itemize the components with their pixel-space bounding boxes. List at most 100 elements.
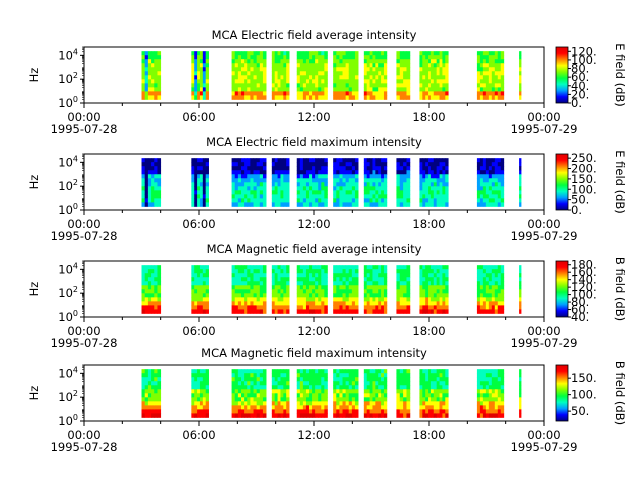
spectrogram-cell <box>369 309 373 314</box>
spectrogram-cell <box>494 91 499 96</box>
spectrogram-cell <box>277 198 281 203</box>
spectrogram-cell <box>433 389 438 394</box>
spectrogram-cell <box>315 190 319 195</box>
spectrogram-cell <box>302 166 307 171</box>
spectrogram-cell <box>419 174 423 179</box>
spectrogram-cell <box>430 166 435 171</box>
spectrogram-cell <box>363 182 368 187</box>
spectrogram-cell <box>318 95 322 100</box>
spectrogram-cell <box>345 67 350 72</box>
spectrogram-cell <box>262 393 267 398</box>
spectrogram-cell <box>274 369 278 374</box>
spectrogram-cell <box>351 281 356 286</box>
spectrogram-cell <box>277 401 281 406</box>
spectrogram-cell <box>433 190 438 195</box>
spectrogram-cell <box>244 369 248 374</box>
spectrogram-cell <box>318 301 322 306</box>
spectrogram-cell <box>354 289 359 294</box>
spectrogram-cell <box>259 158 264 163</box>
spectrogram-cell <box>339 67 343 72</box>
spectrogram-cell <box>406 269 411 274</box>
spectrogram-cell <box>445 202 449 207</box>
spectrogram-cell <box>422 385 426 390</box>
spectrogram-cell <box>497 401 502 406</box>
spectrogram-cell <box>194 67 198 72</box>
spectrogram-cell <box>479 79 484 84</box>
spectrogram-cell <box>348 389 353 394</box>
spectrogram-cell <box>442 397 446 402</box>
spectrogram-cell <box>519 401 522 406</box>
spectrogram-cell <box>351 174 356 179</box>
spectrogram-cell <box>141 178 146 183</box>
spectrogram-cell <box>237 63 242 68</box>
spectrogram-cell <box>277 385 281 390</box>
spectrogram-cell <box>519 309 522 314</box>
spectrogram-cell <box>339 369 343 374</box>
spectrogram-cell <box>250 170 254 175</box>
spectrogram-cell <box>351 405 356 410</box>
spectrogram-cell <box>425 269 429 274</box>
spectrogram-cell <box>339 389 343 394</box>
spectrogram-cell <box>419 413 423 418</box>
spectrogram-cell <box>199 83 204 88</box>
spectrogram-cell <box>406 91 411 96</box>
spectrogram-cell <box>500 186 505 191</box>
spectrogram-cell <box>296 393 301 398</box>
spectrogram-cell <box>348 385 353 390</box>
spectrogram-cell <box>280 190 284 195</box>
spectrogram-cell <box>324 186 328 191</box>
spectrogram-cell <box>271 91 276 96</box>
spectrogram-cell <box>485 369 490 374</box>
spectrogram-cell <box>318 409 322 414</box>
spectrogram-cell <box>500 369 505 374</box>
spectrogram-cell <box>519 79 522 84</box>
spectrogram-cell <box>277 87 281 92</box>
spectrogram-cell <box>369 377 373 382</box>
spectrogram-cell <box>425 87 429 92</box>
spectrogram-cell <box>354 63 359 68</box>
spectrogram-cell <box>519 273 522 278</box>
spectrogram-cell <box>348 381 353 386</box>
spectrogram-cell <box>396 273 401 278</box>
spectrogram-cell <box>363 289 368 294</box>
spectrogram-cell <box>244 71 248 76</box>
spectrogram-cell <box>399 79 404 84</box>
spectrogram-cell <box>479 166 484 171</box>
spectrogram-cell <box>315 269 319 274</box>
spectrogram-cell <box>299 63 304 68</box>
spectrogram-cell <box>277 377 281 382</box>
spectrogram-cell <box>194 178 198 183</box>
spectrogram-cell <box>247 67 251 72</box>
spectrogram-cell <box>244 413 248 418</box>
spectrogram-cell <box>262 59 267 64</box>
spectrogram-cell <box>333 377 337 382</box>
spectrogram-cell <box>296 182 301 187</box>
spectrogram-cell <box>339 174 343 179</box>
spectrogram-cell <box>497 309 502 314</box>
spectrogram-cell <box>479 413 484 418</box>
spectrogram-cell <box>442 413 446 418</box>
spectrogram-cell <box>425 198 429 203</box>
spectrogram-cell <box>194 174 198 179</box>
spectrogram-cell <box>336 405 340 410</box>
spectrogram-cell <box>305 95 310 100</box>
spectrogram-cell <box>234 186 239 191</box>
spectrogram-cell <box>366 186 370 191</box>
spectrogram-cell <box>144 369 149 374</box>
spectrogram-cell <box>302 162 307 167</box>
spectrogram-cell <box>197 67 201 72</box>
spectrogram-cell <box>154 75 158 80</box>
spectrogram-cell <box>231 269 236 274</box>
spectrogram-cell <box>378 63 382 68</box>
spectrogram-cell <box>147 381 152 386</box>
spectrogram-cell <box>339 381 343 386</box>
spectrogram-cell <box>430 190 435 195</box>
spectrogram-cell <box>259 293 264 298</box>
spectrogram-cell <box>250 409 254 414</box>
spectrogram-cell <box>406 75 411 80</box>
spectrogram-cell <box>336 389 340 394</box>
colorbar-tick-label: 100. <box>571 388 597 402</box>
spectrogram-cell <box>488 202 493 207</box>
spectrogram-cell <box>372 369 376 374</box>
spectrogram-cell <box>436 301 440 306</box>
